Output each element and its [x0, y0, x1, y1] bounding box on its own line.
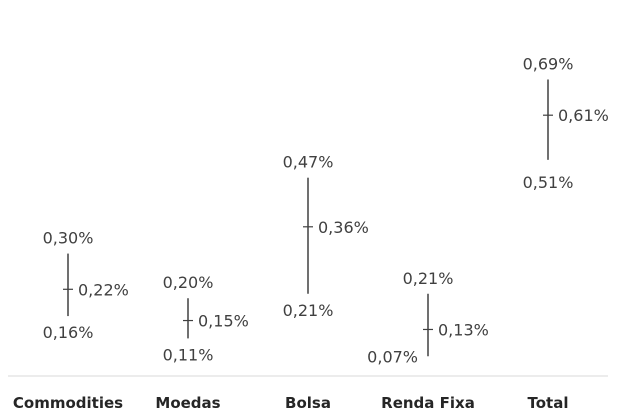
category-label-commodities: Commodities	[13, 394, 123, 410]
low-label-bolsa: 0,21%	[283, 301, 334, 320]
high-label-bolsa: 0,47%	[283, 153, 334, 172]
category-label-bolsa: Bolsa	[285, 394, 331, 410]
mid-label-commodities: 0,22%	[78, 280, 129, 299]
high-label-moedas: 0,20%	[163, 273, 214, 292]
high-label-commodities: 0,30%	[43, 229, 94, 248]
category-label-renda-fixa: Renda Fixa	[381, 394, 475, 410]
low-label-renda-fixa: 0,07%	[367, 347, 418, 366]
category-label-total: Total	[528, 394, 569, 410]
low-label-commodities: 0,16%	[43, 323, 94, 342]
mid-label-total: 0,61%	[558, 106, 609, 125]
high-label-total: 0,69%	[523, 54, 574, 73]
low-label-moedas: 0,11%	[163, 345, 214, 364]
high-label-renda-fixa: 0,21%	[403, 269, 454, 288]
mid-label-moedas: 0,15%	[198, 312, 249, 331]
low-label-total: 0,51%	[523, 173, 574, 192]
mid-label-renda-fixa: 0,13%	[438, 320, 489, 339]
category-label-moedas: Moedas	[155, 394, 220, 410]
mid-label-bolsa: 0,36%	[318, 218, 369, 237]
